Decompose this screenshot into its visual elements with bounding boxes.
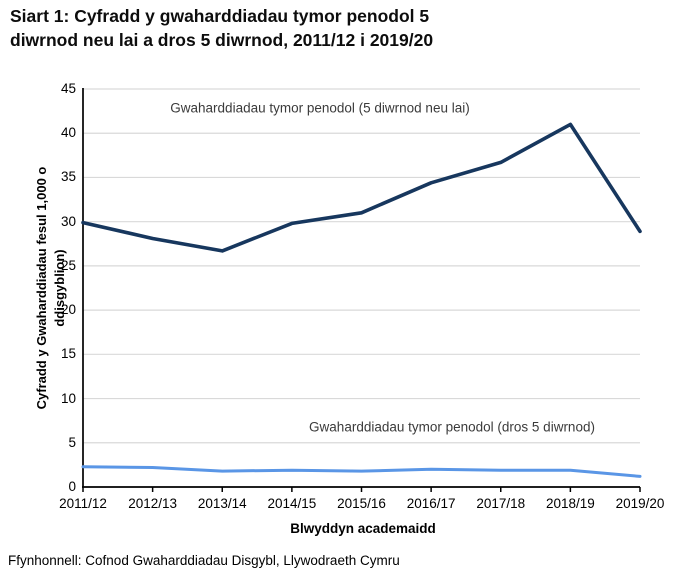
y-tick-label: 5 — [68, 434, 76, 450]
y-tick-label: 40 — [60, 125, 76, 141]
y-tick-label: 15 — [60, 346, 76, 362]
y-tick-label: 0 — [68, 479, 76, 494]
chart-title-line-1: Siart 1: Cyfradd y gwaharddiadau tymor p… — [10, 6, 430, 26]
x-tick-label: 2017/18 — [476, 496, 526, 511]
y-tick-label: 35 — [60, 169, 76, 185]
x-tick-label: 2011/12 — [59, 496, 107, 511]
source-note: Ffynhonnell: Cofnod Gwaharddiadau Disgyb… — [8, 553, 400, 568]
series-label-5-days-or-less: Gwaharddiadau tymor penodol (5 diwrnod n… — [170, 100, 470, 116]
series-line-0 — [81, 122, 642, 253]
x-tick-label: 2013/14 — [197, 496, 247, 511]
x-tick-label: 2014/15 — [267, 496, 317, 511]
x-tick-label: 2012/13 — [128, 496, 178, 511]
series-line-1 — [81, 465, 642, 478]
y-tick-label: 45 — [60, 81, 76, 96]
x-tick-label: 2015/16 — [337, 496, 386, 511]
x-tick-label: 2019/20 — [615, 496, 665, 511]
x-tick-label: 2018/19 — [545, 496, 595, 511]
y-tick-label: 25 — [60, 257, 76, 273]
x-axis-title: Blwyddyn academaidd — [290, 521, 436, 536]
y-tick-label: 10 — [60, 390, 76, 406]
series-label-over-5-days: Gwaharddiadau tymor penodol (dros 5 diwr… — [309, 419, 595, 435]
x-tick-label: 2016/17 — [406, 496, 456, 511]
y-tick-label: 20 — [60, 302, 76, 318]
chart-title-line-2: diwrnod neu lai a dros 5 diwrnod, 2011/1… — [10, 30, 434, 51]
chart-title: Siart 1: Cyfradd y gwaharddiadau tymor p… — [10, 4, 650, 52]
y-tick-label: 30 — [60, 213, 76, 229]
